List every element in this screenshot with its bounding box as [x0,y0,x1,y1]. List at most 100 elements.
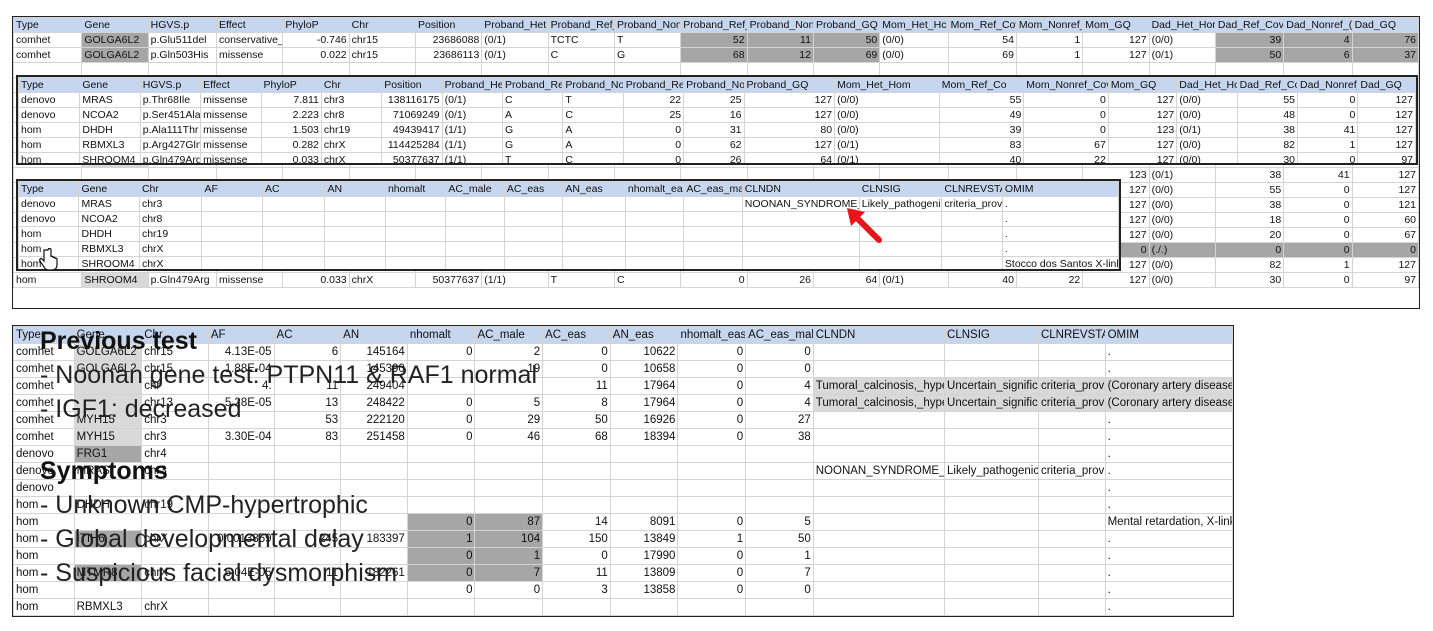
table-cell[interactable]: . [1104,343,1233,361]
table-cell[interactable] [474,462,544,480]
table-cell[interactable] [812,530,946,548]
table-cell[interactable] [406,462,476,480]
table-cell[interactable] [944,530,1039,548]
table-cell[interactable] [1037,581,1106,599]
table-cell[interactable] [745,445,814,463]
table-cell[interactable]: 0 [677,513,747,531]
table-cell[interactable]: 11 [542,377,611,395]
table-cell[interactable] [445,226,505,242]
table-cell[interactable] [384,226,447,242]
table-cell[interactable] [503,196,564,212]
table-cell[interactable]: 127 [1082,47,1150,63]
table-cell[interactable] [741,226,860,242]
table-cell[interactable]: chr19 [320,122,383,138]
table-cell[interactable]: 1 [1297,137,1359,153]
table-cell[interactable] [562,226,626,242]
table-cell[interactable]: missense [215,272,284,288]
table-cell[interactable]: (0/1) [1148,47,1216,63]
table-cell[interactable]: 8091 [609,513,679,531]
table-cell[interactable]: 0 [622,137,685,153]
table-cell[interactable] [745,598,814,616]
table-cell[interactable]: hom [18,122,81,138]
table-cell[interactable] [677,598,747,616]
table-cell[interactable]: criteria_provic [1037,394,1106,412]
column-header[interactable]: Position [414,17,483,33]
table-cell[interactable]: 127 [743,107,836,123]
table-cell[interactable]: GOLGA6L2 [81,47,149,63]
column-header[interactable]: AC_male [445,181,505,197]
table-cell[interactable]: 83 [273,428,342,446]
table-cell[interactable]: 0 [406,343,476,361]
table-cell[interactable]: 39 [938,122,1025,138]
table-cell[interactable]: 0 [474,581,544,599]
column-header[interactable]: AC [273,326,342,344]
table-cell[interactable] [207,581,275,599]
table-cell[interactable] [406,598,476,616]
table-cell[interactable] [944,564,1039,582]
table-cell[interactable]: 30 [1236,152,1299,163]
table-cell[interactable]: 1 [406,530,476,548]
column-header[interactable]: HGVS.p [139,77,202,93]
column-header[interactable]: CLNDN [812,326,946,344]
column-header[interactable]: Proband_GQ [812,17,881,33]
column-header[interactable]: AN_eas [609,326,679,344]
table-cell[interactable] [745,615,814,616]
column-header[interactable]: nhomalt [406,326,476,344]
table-cell[interactable]: chr3 [141,411,209,429]
table-cell[interactable]: chr3 [141,428,209,446]
table-cell[interactable]: criteria_provic [1037,377,1106,395]
table-cell[interactable] [340,462,408,480]
table-cell[interactable]: Mental retardation, X-linke [1104,513,1233,531]
table-cell[interactable]: 127 [1082,272,1150,288]
table-cell[interactable]: (0/1) [481,32,549,48]
table-cell[interactable]: 0 [1023,107,1109,123]
column-header[interactable]: CLNSIG [944,326,1039,344]
table-cell[interactable]: (0/0) [1148,182,1216,198]
table-cell[interactable]: 0 [406,428,476,446]
table-cell[interactable]: . [1001,226,1119,242]
table-cell[interactable]: 87 [474,513,544,531]
table-cell[interactable] [273,496,342,514]
table-cell[interactable]: . [1104,581,1233,599]
column-header[interactable]: Mom_Nonref_ [1015,17,1084,33]
table-cell[interactable] [207,445,275,463]
table-cell[interactable]: (0/0) [1148,197,1216,213]
table-cell[interactable]: 0 [745,360,814,378]
table-cell[interactable]: . [1104,462,1233,480]
table-cell[interactable] [562,196,626,212]
table-cell[interactable]: 23686113 [414,47,483,63]
table-cell[interactable]: 5.28E-05 [207,394,275,412]
table-cell[interactable] [340,479,408,497]
table-cell[interactable]: 40 [947,272,1017,288]
table-cell[interactable]: 46 [474,428,544,446]
table-cell[interactable]: . [1001,211,1119,227]
table-cell[interactable] [683,226,743,242]
column-header[interactable]: Proband_Ref_ [680,17,748,33]
table-cell[interactable] [944,513,1039,531]
table-cell[interactable] [261,226,326,242]
column-header[interactable]: PhyloP [282,17,350,33]
table-cell[interactable] [941,226,1003,242]
table-cell[interactable]: missense [215,47,284,63]
table-cell[interactable]: (0/0) [1176,152,1238,163]
table-cell[interactable]: T [502,152,564,163]
table-cell[interactable]: 150 [542,530,611,548]
table-cell[interactable] [624,196,685,212]
table-cell[interactable]: SHROOM4 [73,615,143,616]
table-cell[interactable]: 4 [745,394,814,412]
table-cell[interactable]: p.Gln503His [147,47,217,63]
table-cell[interactable]: 0.033 [282,272,350,288]
table-cell[interactable] [1037,564,1106,582]
column-header[interactable]: Chr [138,181,203,197]
table-cell[interactable]: 0.282 [260,137,322,153]
table-cell[interactable] [1037,530,1106,548]
table-cell[interactable]: NOONAN_SYNDROME_11 [812,462,946,480]
table-cell[interactable] [944,360,1039,378]
table-cell[interactable]: 16926 [609,411,679,429]
table-cell[interactable]: 3.30E-04 [207,428,275,446]
column-header[interactable]: AN_eas [562,181,626,197]
table-cell[interactable]: 0 [677,411,747,429]
table-cell[interactable]: T [562,92,624,108]
table-cell[interactable] [609,445,679,463]
table-cell[interactable] [745,479,814,497]
